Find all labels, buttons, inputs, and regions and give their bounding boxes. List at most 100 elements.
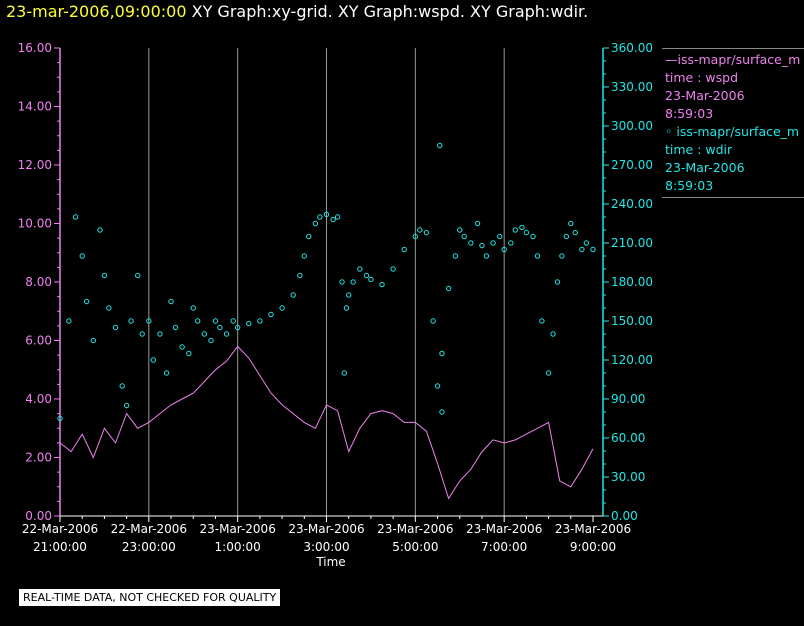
x-axis-ticks: 22-Mar-2006 21:00:00 22-Mar-2006 23:00:00 23…: [22, 516, 631, 554]
right-y-tick-label: 180.00: [611, 275, 653, 289]
data-point-wdir: [497, 233, 503, 240]
data-point-wdir: [457, 227, 463, 233]
data-point-wdir: [217, 324, 223, 331]
data-point-wdir: [334, 214, 341, 220]
data-point-wdir: [97, 227, 103, 233]
data-point-wdir: [201, 331, 208, 337]
data-point-wdir_outlier: [439, 409, 445, 415]
x-tick-label-time: 21:00:00: [33, 540, 87, 554]
data-point-wdir: [501, 246, 507, 253]
data-point-wdir: [412, 233, 419, 240]
data-point-wdir: [66, 318, 72, 324]
data-point-wdir: [57, 415, 63, 422]
x-tick-label-time: 5:00:00: [392, 540, 438, 554]
left-y-tick-label: 14.00: [18, 100, 52, 114]
data-point-wdir: [423, 229, 430, 236]
series-layer: [57, 142, 596, 500]
legend-wdir-var: time : wdir: [665, 142, 733, 157]
data-point-wdir: [439, 350, 445, 357]
legend-wdir-name: ◦ iss-mapr/surface_m: [665, 124, 800, 139]
legend-wspd-name: —iss-mapr/surface_m: [665, 52, 801, 67]
data-point-wdir: [106, 305, 112, 311]
data-point-wdir: [230, 318, 236, 324]
data-point-wdir: [246, 320, 252, 327]
data-point-wdir: [452, 253, 459, 259]
x-tick-label-date: 22-Mar-2006: [111, 522, 187, 536]
data-point-wdir: [474, 220, 481, 227]
data-point-wdir: [317, 214, 323, 220]
x-tick-label-date: 23-Mar-2006: [466, 522, 542, 536]
legend-wspd-var: time : wspd: [665, 70, 739, 85]
data-point-wdir: [208, 337, 214, 344]
data-point-wdir: [279, 305, 285, 311]
legend-wspd-date: 23-Mar-2006: [665, 88, 745, 103]
data-point-wdir: [172, 324, 179, 331]
right-y-tick-label: 330.00: [611, 80, 653, 94]
data-point-wdir: [483, 253, 490, 259]
legend-wspd-time: 8:59:03: [665, 106, 714, 121]
data-point-wdir: [135, 272, 141, 279]
legend-wdir-time: 8:59:03: [665, 178, 714, 193]
data-point-wdir: [72, 214, 79, 220]
data-point-wdir: [234, 324, 241, 331]
data-point-wdir: [479, 242, 485, 249]
data-point-wdir: [434, 383, 441, 389]
data-point-wdir: [545, 370, 552, 376]
title-timestamp: 23-mar-2006,09:00:00: [6, 2, 187, 21]
x-tick-label-time: 23:00:00: [122, 540, 176, 554]
x-tick-label-time: 3:00:00: [303, 540, 349, 554]
right-y-tick-label: 300.00: [611, 119, 653, 133]
left-y-tick-label: 0.00: [25, 509, 52, 523]
right-y-tick-label: 360.00: [611, 41, 653, 55]
data-point-wdir: [357, 266, 363, 272]
data-point-wdir: [523, 229, 530, 236]
quality-disclaimer: REAL-TIME DATA, NOT CHECKED FOR QUALITY: [19, 589, 281, 606]
data-point-wdir: [519, 224, 525, 231]
x-tick-label-time: 1:00:00: [215, 540, 261, 554]
right-y-tick-label: 210.00: [611, 236, 653, 250]
data-point-wdir: [150, 357, 156, 363]
data-point-wdir: [290, 292, 296, 298]
axes: [59, 48, 604, 517]
data-point-wdir: [190, 305, 196, 311]
data-point-wdir: [572, 229, 578, 236]
data-point-wdir: [168, 298, 174, 305]
data-point-wdir: [323, 211, 330, 218]
data-point-wdir: [186, 350, 192, 357]
data-point-wdir: [268, 311, 274, 318]
x-tick-label-date: 22-Mar-2006: [22, 522, 98, 536]
data-point-wdir: [343, 305, 350, 311]
data-point-wdir: [312, 220, 319, 227]
x-grid-lines: [148, 48, 505, 516]
data-point-wdir: [119, 383, 125, 389]
data-point-wdir: [79, 253, 85, 259]
left-y-tick-label: 8.00: [25, 275, 52, 289]
data-point-wdir: [417, 227, 423, 233]
data-point-wdir: [583, 240, 590, 246]
data-point-wdir: [139, 331, 145, 337]
right-y-tick-label: 120.00: [611, 353, 653, 367]
data-point-wdir: [339, 279, 345, 285]
data-point-wdir: [101, 272, 108, 279]
data-point-wdir: [90, 337, 97, 344]
left-y-tick-label: 16.00: [18, 41, 52, 55]
data-point-wdir: [301, 253, 307, 259]
data-point-wdir: [257, 318, 263, 324]
left-y-tick-label: 10.00: [18, 217, 52, 231]
data-point-wdir: [212, 318, 219, 324]
data-point-wdir: [468, 240, 474, 246]
data-point-wdir: [83, 298, 90, 305]
right-y-tick-label: 90.00: [611, 392, 645, 406]
x-tick-label-date: 23-Mar-2006: [199, 522, 275, 536]
right-y-tick-label: 60.00: [611, 431, 645, 445]
data-point-wdir: [297, 272, 303, 279]
data-point-wdir: [341, 370, 347, 376]
data-point-wdir: [157, 331, 163, 337]
data-point-wdir: [512, 227, 518, 233]
data-point-wdir: [554, 279, 561, 285]
x-axis-label: Time: [315, 555, 345, 569]
data-point-wdir: [112, 324, 119, 331]
data-point-wdir_outlier: [437, 142, 443, 149]
left-y-tick-label: 6.00: [25, 334, 52, 348]
